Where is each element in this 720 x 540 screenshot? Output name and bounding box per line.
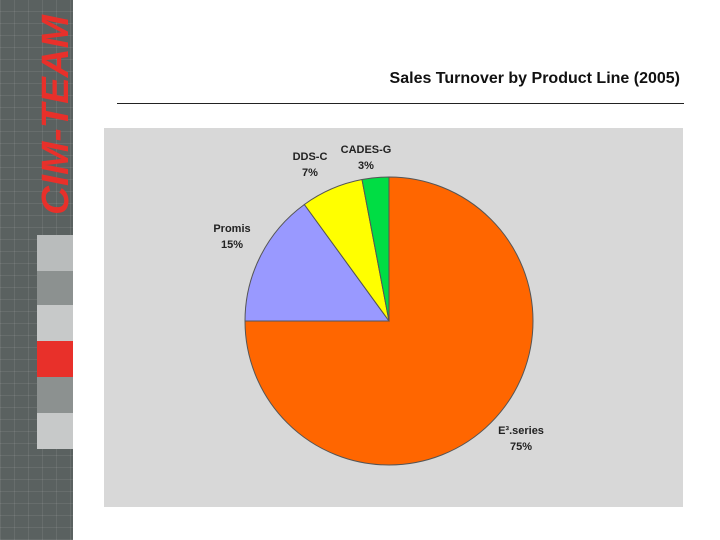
slice-value-label-dds-c: 7% [302, 167, 318, 179]
slice-value-label-promis: 15% [221, 239, 243, 251]
sidebar-block-accent [37, 341, 73, 377]
chart-title: Sales Turnover by Product Line (2005) [389, 70, 680, 87]
pie-slice-promis [244, 203, 390, 322]
slice-name-label-dds-c: DDS-C [293, 151, 328, 163]
sidebar-decoration: CIM-TEAM [0, 0, 73, 540]
slice-value-label-e-series: 75% [510, 441, 532, 453]
sidebar-block-1 [37, 235, 73, 271]
cim-team-logo: CIM-TEAM [35, 14, 73, 215]
sidebar-block-2 [37, 271, 73, 305]
slice-value-label-cades-g: 3% [358, 160, 374, 172]
slice-name-label-e-series: E³.series [498, 425, 544, 437]
pie-chart: E³.series 75% Promis 15% DDS-C 7% CADES-G 3% [213, 144, 544, 466]
pie-slice-e-series [244, 176, 534, 466]
title-rule [117, 103, 684, 104]
sidebar-block-3 [37, 305, 73, 341]
slice-name-label-promis: Promis [213, 223, 250, 235]
sidebar-block-5 [37, 377, 73, 413]
svg-text:CIM-TEAM: CIM-TEAM [35, 14, 73, 215]
plot-area: E³.series 75% Promis 15% DDS-C 7% CADES-G 3% [104, 128, 683, 507]
logo-text: CIM-TEAM [35, 14, 73, 215]
pie-slice-cades-g [361, 176, 390, 322]
slice-name-label-cades-g: CADES-G [341, 144, 392, 156]
sidebar-block-6 [37, 413, 73, 449]
